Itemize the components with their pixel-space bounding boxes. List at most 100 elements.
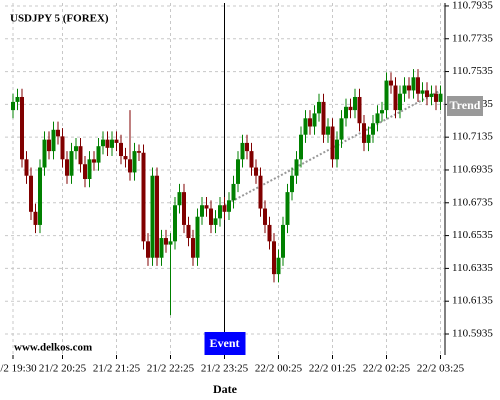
candle-body <box>398 93 402 111</box>
candle-body <box>326 126 330 135</box>
candle-body <box>114 139 119 143</box>
candle-body <box>348 106 353 111</box>
y-tick-label: 110.6335 <box>452 262 493 274</box>
trend-label: Trend <box>450 98 481 112</box>
candle-body <box>384 80 389 111</box>
candle-body <box>15 96 20 102</box>
candle-body <box>245 142 249 152</box>
candle-body <box>281 224 285 258</box>
candle-body <box>101 139 105 147</box>
candle-body <box>416 77 420 94</box>
candle-body <box>29 175 33 212</box>
candle-body <box>186 224 191 239</box>
candle-body <box>227 200 231 212</box>
candle-body <box>150 175 155 258</box>
x-tick-label: 22/2 02:25 <box>363 363 411 375</box>
candle-body <box>276 257 281 275</box>
candle-body <box>65 159 69 176</box>
candle-body <box>213 218 218 225</box>
candle-body <box>51 129 56 152</box>
candle-body <box>92 159 96 163</box>
candle-body <box>159 238 164 258</box>
x-tick-label: 22/2 00:25 <box>255 363 303 375</box>
candle-body <box>195 216 200 258</box>
candle-body <box>83 164 87 179</box>
x-tick-label: 21/2 19:30 <box>0 363 37 375</box>
candle-body <box>119 142 123 157</box>
candle-body <box>96 146 101 163</box>
event-box <box>204 332 246 355</box>
candle-body <box>438 93 443 102</box>
candle-body <box>24 159 29 176</box>
candle-body <box>267 224 272 242</box>
candle-body <box>285 192 290 225</box>
candle-body <box>78 146 83 165</box>
y-tick-label: 110.6535 <box>452 229 493 241</box>
x-tick-label: 21/2 21:25 <box>93 363 141 375</box>
candle-body <box>420 90 425 94</box>
x-axis-label: Date <box>213 382 238 396</box>
candle-body <box>146 241 150 258</box>
candle-body <box>168 241 173 245</box>
watermark: www.delkos.com <box>14 342 92 354</box>
candle-body <box>123 156 128 160</box>
candle-body <box>191 238 195 258</box>
candle-body <box>56 129 60 137</box>
candle-body <box>254 167 258 176</box>
x-tick-label: 21/2 23:25 <box>201 363 249 375</box>
x-tick-label: 21/2 20:25 <box>39 363 87 375</box>
candle-body <box>434 93 438 102</box>
candle-body <box>380 110 384 114</box>
candle-body <box>38 167 42 225</box>
candle-body <box>200 205 204 217</box>
candle-body <box>353 96 357 111</box>
x-tick-label: 22/2 01:25 <box>309 363 357 375</box>
y-tick-label: 110.5935 <box>452 328 493 340</box>
candle-body <box>110 139 114 148</box>
candle-body <box>60 136 65 160</box>
y-tick-label: 110.7135 <box>452 131 493 143</box>
candle-body <box>249 151 254 168</box>
candle-body <box>231 183 236 201</box>
candle-body <box>173 205 177 242</box>
candle-body <box>141 152 146 242</box>
x-tick-label: 21/2 22:25 <box>147 363 195 375</box>
trend-box <box>447 96 483 116</box>
y-tick-label: 110.6735 <box>452 196 493 208</box>
candle-body <box>182 192 186 225</box>
candle-body <box>69 151 74 176</box>
candle-body <box>128 159 132 173</box>
grid <box>5 3 445 355</box>
candle-body <box>344 106 348 119</box>
candle-body <box>303 118 308 135</box>
candle-body <box>411 77 416 91</box>
event-label: Event <box>210 336 240 350</box>
y-tick-label: 110.6935 <box>452 164 493 176</box>
candle-body <box>330 126 335 160</box>
y-tick-label: 110.6135 <box>452 295 493 307</box>
candle-body <box>389 80 393 86</box>
y-tick-label: 110.7535 <box>452 65 493 77</box>
y-tick-label: 110.7935 <box>452 0 493 11</box>
candle-body <box>425 90 429 97</box>
candle-body <box>317 101 321 114</box>
candle-body <box>218 205 222 219</box>
candle-body <box>335 139 339 160</box>
candle-body <box>393 85 398 111</box>
candle-body <box>87 159 92 179</box>
candle-body <box>339 118 344 140</box>
candle-body <box>164 238 168 245</box>
candle-body <box>11 101 15 111</box>
candle-body <box>407 85 411 91</box>
candle-body <box>272 241 276 275</box>
candle-body <box>240 142 245 160</box>
candle-body <box>312 113 317 127</box>
candle-body <box>371 123 375 135</box>
candle-body <box>263 208 267 225</box>
candle-body <box>375 113 380 124</box>
candle-body <box>132 151 137 173</box>
candle-body <box>366 134 371 143</box>
candle-body <box>299 134 303 160</box>
